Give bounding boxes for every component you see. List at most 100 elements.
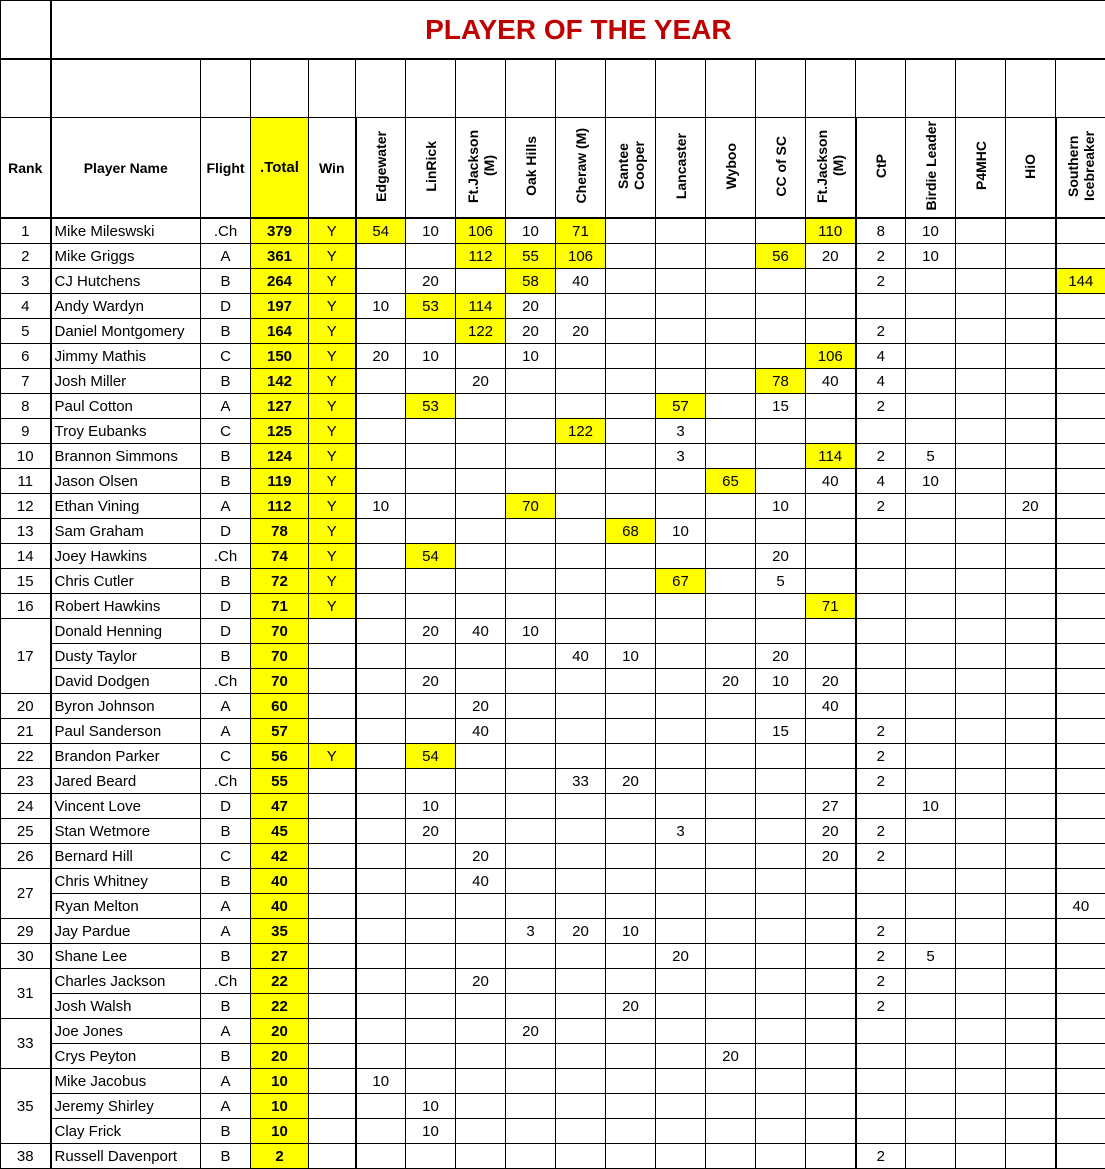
score-cell[interactable] xyxy=(356,544,406,569)
score-cell[interactable] xyxy=(506,944,556,969)
score-cell[interactable] xyxy=(456,819,506,844)
score-cell[interactable]: 40 xyxy=(556,644,606,669)
score-cell[interactable] xyxy=(1006,244,1056,269)
score-cell[interactable] xyxy=(806,1119,856,1144)
score-cell[interactable] xyxy=(656,369,706,394)
total-cell[interactable]: 197 xyxy=(251,294,309,319)
score-cell[interactable] xyxy=(606,719,656,744)
score-cell[interactable] xyxy=(406,244,456,269)
score-cell[interactable] xyxy=(956,469,1006,494)
score-cell[interactable]: 20 xyxy=(556,319,606,344)
rank-cell[interactable]: 16 xyxy=(1,594,51,619)
score-cell[interactable] xyxy=(906,819,956,844)
win-cell[interactable]: Y xyxy=(309,594,356,619)
score-cell[interactable]: 2 xyxy=(856,919,906,944)
score-cell[interactable] xyxy=(906,1019,956,1044)
win-cell[interactable]: Y xyxy=(309,218,356,244)
score-cell[interactable] xyxy=(506,469,556,494)
score-cell[interactable] xyxy=(506,1119,556,1144)
score-cell[interactable] xyxy=(956,819,1006,844)
flight-cell[interactable]: B xyxy=(201,944,251,969)
score-cell[interactable] xyxy=(756,794,806,819)
score-cell[interactable] xyxy=(956,894,1006,919)
score-cell[interactable] xyxy=(356,369,406,394)
player-name-cell[interactable]: Joey Hawkins xyxy=(51,544,201,569)
score-cell[interactable] xyxy=(556,344,606,369)
win-cell[interactable]: Y xyxy=(309,269,356,294)
player-name-cell[interactable]: Ryan Melton xyxy=(51,894,201,919)
score-cell[interactable] xyxy=(406,1019,456,1044)
score-cell[interactable] xyxy=(606,494,656,519)
score-cell[interactable] xyxy=(1006,869,1056,894)
player-name-cell[interactable]: Chris Cutler xyxy=(51,569,201,594)
rank-cell[interactable]: 35 xyxy=(1,1069,51,1144)
score-cell[interactable] xyxy=(806,1019,856,1044)
score-cell[interactable]: 144 xyxy=(1056,269,1105,294)
score-cell[interactable]: 40 xyxy=(806,469,856,494)
score-cell[interactable] xyxy=(906,919,956,944)
score-cell[interactable] xyxy=(406,569,456,594)
score-cell[interactable] xyxy=(656,969,706,994)
total-cell[interactable]: 71 xyxy=(251,594,309,619)
score-cell[interactable] xyxy=(606,269,656,294)
score-cell[interactable]: 10 xyxy=(656,519,706,544)
score-cell[interactable] xyxy=(756,344,806,369)
score-cell[interactable] xyxy=(356,1119,406,1144)
score-cell[interactable] xyxy=(1056,444,1105,469)
score-cell[interactable] xyxy=(1056,244,1105,269)
score-cell[interactable] xyxy=(806,269,856,294)
score-cell[interactable] xyxy=(406,644,456,669)
score-cell[interactable] xyxy=(656,669,706,694)
score-cell[interactable] xyxy=(456,644,506,669)
score-cell[interactable]: 10 xyxy=(756,669,806,694)
score-cell[interactable] xyxy=(506,894,556,919)
score-cell[interactable]: 78 xyxy=(756,369,806,394)
score-cell[interactable] xyxy=(1056,519,1105,544)
score-cell[interactable] xyxy=(606,969,656,994)
score-cell[interactable] xyxy=(856,1069,906,1094)
flight-cell[interactable]: A xyxy=(201,494,251,519)
score-cell[interactable] xyxy=(1006,694,1056,719)
score-cell[interactable] xyxy=(406,444,456,469)
score-cell[interactable] xyxy=(356,844,406,869)
score-cell[interactable] xyxy=(406,994,456,1019)
win-cell[interactable]: Y xyxy=(309,519,356,544)
win-cell[interactable] xyxy=(309,1144,356,1169)
score-cell[interactable]: 33 xyxy=(556,769,606,794)
score-cell[interactable]: 2 xyxy=(856,719,906,744)
score-cell[interactable] xyxy=(1006,944,1056,969)
score-cell[interactable] xyxy=(1006,519,1056,544)
score-cell[interactable] xyxy=(656,269,706,294)
score-cell[interactable]: 8 xyxy=(856,218,906,244)
score-cell[interactable] xyxy=(1056,844,1105,869)
score-cell[interactable]: 10 xyxy=(906,469,956,494)
header-event[interactable]: Edgewater xyxy=(356,118,406,219)
win-cell[interactable]: Y xyxy=(309,344,356,369)
score-cell[interactable] xyxy=(856,1094,906,1119)
rank-cell[interactable]: 24 xyxy=(1,794,51,819)
score-cell[interactable] xyxy=(356,419,406,444)
score-cell[interactable] xyxy=(906,719,956,744)
score-cell[interactable] xyxy=(456,344,506,369)
player-name-cell[interactable]: Jeremy Shirley xyxy=(51,1094,201,1119)
score-cell[interactable] xyxy=(906,694,956,719)
score-cell[interactable] xyxy=(956,1144,1006,1169)
win-cell[interactable] xyxy=(309,1119,356,1144)
score-cell[interactable] xyxy=(906,494,956,519)
score-cell[interactable] xyxy=(606,1019,656,1044)
score-cell[interactable] xyxy=(1056,594,1105,619)
header-event[interactable]: Santee Cooper xyxy=(606,118,656,219)
flight-cell[interactable]: B xyxy=(201,369,251,394)
score-cell[interactable] xyxy=(806,944,856,969)
player-name-cell[interactable]: Russell Davenport xyxy=(51,1144,201,1169)
score-cell[interactable] xyxy=(956,644,1006,669)
player-name-cell[interactable]: Jason Olsen xyxy=(51,469,201,494)
flight-cell[interactable]: D xyxy=(201,519,251,544)
score-cell[interactable] xyxy=(706,1019,756,1044)
header-event[interactable]: Birdie Leader xyxy=(906,118,956,219)
flight-cell[interactable]: B xyxy=(201,319,251,344)
score-cell[interactable] xyxy=(606,419,656,444)
blank-cell[interactable] xyxy=(309,59,356,118)
score-cell[interactable] xyxy=(456,1119,506,1144)
score-cell[interactable] xyxy=(856,544,906,569)
